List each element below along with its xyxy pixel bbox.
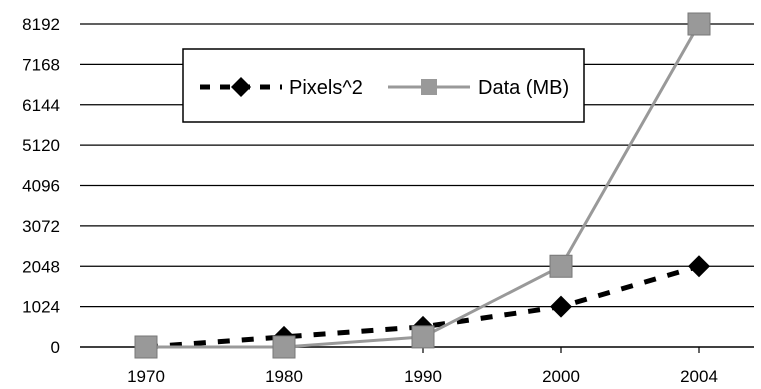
point-data-1980 xyxy=(272,335,296,359)
y-tick-label-4096: 4096 xyxy=(22,177,60,196)
y-tick-label-2048: 2048 xyxy=(22,257,60,276)
x-axis-tick-labels: 1970 1980 1990 2000 2004 xyxy=(127,347,718,386)
y-axis-tick-labels: 0 1024 2048 3072 4096 5120 6144 7168 8192 xyxy=(22,15,60,357)
legend-swatch-pixels-diamond xyxy=(231,77,251,97)
legend-label-pixels: Pixels^2 xyxy=(289,77,363,99)
legend-swatch-data-square xyxy=(421,79,437,95)
point-data-2004 xyxy=(687,12,711,36)
series-line-pixels xyxy=(145,263,700,350)
y-tick-label-0: 0 xyxy=(51,338,60,357)
point-data-2000 xyxy=(549,254,573,278)
x-tick-label-1970: 1970 xyxy=(127,367,165,386)
x-tick-label-1980: 1980 xyxy=(265,367,303,386)
y-tick-label-6144: 6144 xyxy=(22,96,60,115)
y-tick-label-1024: 1024 xyxy=(22,298,60,317)
y-tick-label-8192: 8192 xyxy=(22,15,60,34)
series-layer xyxy=(134,12,711,359)
x-tick-label-2004: 2004 xyxy=(680,367,718,386)
point-pixels-2000 xyxy=(550,295,572,318)
x-tick-label-2000: 2000 xyxy=(542,367,580,386)
point-pixels-2004 xyxy=(688,255,710,278)
y-tick-label-7168: 7168 xyxy=(22,55,60,74)
point-data-1970 xyxy=(134,335,158,359)
legend-label-data: Data (MB) xyxy=(478,77,569,99)
legend: Pixels^2 Data (MB) xyxy=(182,48,585,123)
y-tick-label-3072: 3072 xyxy=(22,217,60,236)
point-data-1990 xyxy=(411,325,435,349)
x-tick-label-1990: 1990 xyxy=(404,367,442,386)
y-tick-label-5120: 5120 xyxy=(22,136,60,155)
